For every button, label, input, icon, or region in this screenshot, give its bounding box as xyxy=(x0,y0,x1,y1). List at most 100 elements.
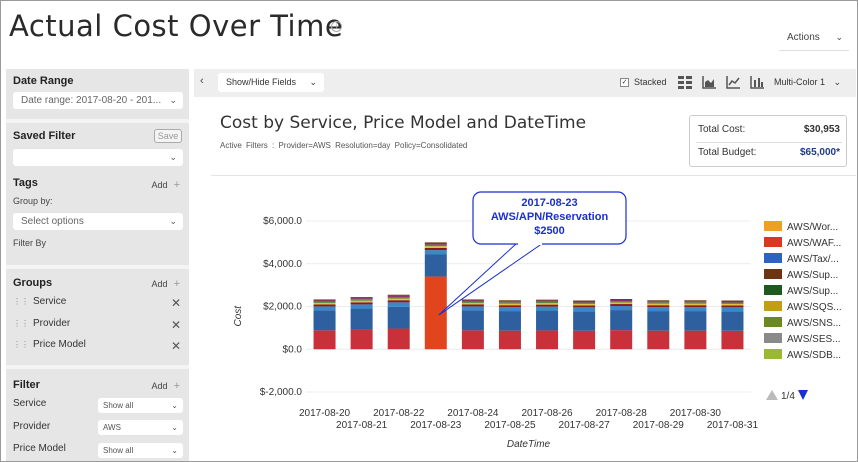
bar-segment[interactable] xyxy=(424,250,447,255)
bar-segment[interactable] xyxy=(536,300,559,302)
bar-segment[interactable] xyxy=(536,299,559,301)
drag-handle-icon[interactable]: ⋮⋮ xyxy=(13,297,29,306)
bar-segment[interactable] xyxy=(350,299,373,301)
legend-label[interactable]: AWS/Wor... xyxy=(787,222,838,233)
legend-next-icon[interactable] xyxy=(798,390,808,400)
bar-segment[interactable] xyxy=(350,302,373,305)
bar-segment[interactable] xyxy=(461,304,484,307)
close-icon[interactable]: ✕ xyxy=(170,339,181,353)
bar-segment[interactable] xyxy=(647,301,670,303)
bar-segment[interactable] xyxy=(721,301,744,303)
close-icon[interactable]: ✕ xyxy=(170,318,181,332)
bar-segment[interactable] xyxy=(573,307,596,312)
bar-segment[interactable] xyxy=(721,307,744,312)
bar-segment[interactable] xyxy=(647,300,670,302)
bar-segment[interactable] xyxy=(461,310,484,331)
bar-segment[interactable] xyxy=(610,330,633,350)
bar-segment[interactable] xyxy=(424,243,447,245)
bar-segment[interactable] xyxy=(498,307,521,312)
bar-segment[interactable] xyxy=(350,304,373,309)
bar-segment[interactable] xyxy=(536,310,559,331)
filter-provider-select[interactable]: AWS ⌄ xyxy=(98,420,183,435)
bar-segment[interactable] xyxy=(313,306,336,311)
area-chart-icon[interactable] xyxy=(702,76,716,89)
bar-segment[interactable] xyxy=(313,300,336,302)
legend-label[interactable]: AWS/SDB... xyxy=(787,350,841,361)
bar-segment[interactable] xyxy=(313,301,336,303)
bar-segment[interactable] xyxy=(387,328,410,350)
bar-segment[interactable] xyxy=(647,303,670,306)
bar-segment[interactable] xyxy=(350,329,373,350)
bar-segment[interactable] xyxy=(498,305,521,308)
bar-segment[interactable] xyxy=(610,302,633,305)
bar-segment[interactable] xyxy=(387,298,410,301)
bar-segment[interactable] xyxy=(610,304,633,307)
legend-label[interactable]: AWS/SES... xyxy=(787,334,841,345)
bar-segment[interactable] xyxy=(573,302,596,304)
bar-segment[interactable] xyxy=(498,303,521,306)
bar-segment[interactable] xyxy=(647,302,670,304)
bar-segment[interactable] xyxy=(536,303,559,305)
bar-segment[interactable] xyxy=(684,302,707,304)
bar-segment[interactable] xyxy=(684,301,707,303)
stacked-checkbox[interactable]: ✓ xyxy=(620,77,629,87)
bar-segment[interactable] xyxy=(536,306,559,311)
table-view-icon[interactable] xyxy=(678,76,692,89)
bar-segment[interactable] xyxy=(573,301,596,303)
bar-segment[interactable] xyxy=(498,330,521,350)
bar-segment[interactable] xyxy=(536,304,559,307)
bar-segment[interactable] xyxy=(536,301,559,304)
bar-segment[interactable] xyxy=(684,330,707,350)
show-hide-fields-dropdown[interactable]: Show/Hide Fields ⌄ xyxy=(218,73,324,92)
bar-segment[interactable] xyxy=(536,330,559,350)
bar-segment[interactable] xyxy=(721,300,744,302)
bar-segment[interactable] xyxy=(684,303,707,306)
bar-segment[interactable] xyxy=(573,311,596,331)
bar-segment[interactable] xyxy=(387,296,410,299)
info-icon[interactable]: i xyxy=(331,21,342,32)
tags-group-select[interactable]: Select options ⌄ xyxy=(13,213,183,230)
bar-segment[interactable] xyxy=(424,247,447,251)
bar-segment[interactable] xyxy=(610,301,633,303)
bar-segment[interactable] xyxy=(424,254,447,277)
legend-label[interactable]: AWS/Tax/... xyxy=(787,254,839,265)
group-item-price-model[interactable]: ⋮⋮ Price Model ✕ xyxy=(13,339,183,355)
line-chart-icon[interactable] xyxy=(726,76,740,89)
bar-segment[interactable] xyxy=(647,330,670,350)
bar-segment[interactable] xyxy=(498,301,521,303)
bar-segment[interactable] xyxy=(461,330,484,350)
bar-segment[interactable] xyxy=(461,301,484,303)
bar-segment[interactable] xyxy=(313,299,336,301)
bar-segment[interactable] xyxy=(610,300,633,302)
bar-segment[interactable] xyxy=(647,311,670,331)
bar-segment[interactable] xyxy=(387,295,410,297)
bar-segment[interactable] xyxy=(684,305,707,308)
bar-segment[interactable] xyxy=(610,306,633,311)
bar-segment[interactable] xyxy=(721,305,744,308)
save-filter-button[interactable]: Save xyxy=(154,129,182,143)
filter-add-button[interactable]: Add + xyxy=(152,380,180,392)
date-range-select[interactable]: Date range: 2017-08-20 - 201... ⌄ xyxy=(13,92,183,109)
drag-handle-icon[interactable]: ⋮⋮ xyxy=(13,340,29,349)
bar-segment[interactable] xyxy=(721,302,744,304)
bar-segment[interactable] xyxy=(424,246,447,248)
bar-segment[interactable] xyxy=(350,298,373,300)
bar-segment[interactable] xyxy=(461,302,484,305)
bar-segment[interactable] xyxy=(387,300,410,303)
bar-segment[interactable] xyxy=(647,305,670,308)
bar-segment[interactable] xyxy=(684,311,707,331)
drag-handle-icon[interactable]: ⋮⋮ xyxy=(13,319,29,328)
bar-segment[interactable] xyxy=(424,242,447,244)
legend-label[interactable]: AWS/Sup... xyxy=(787,286,838,297)
bar-chart-icon[interactable] xyxy=(750,76,764,89)
tags-add-button[interactable]: Add + xyxy=(152,179,180,191)
bar-segment[interactable] xyxy=(387,294,410,296)
bar-segment[interactable] xyxy=(424,244,447,247)
bar-segment[interactable] xyxy=(313,310,336,331)
bar-segment[interactable] xyxy=(498,302,521,304)
legend-label[interactable]: AWS/Sup... xyxy=(787,270,838,281)
legend-prev-icon[interactable] xyxy=(766,390,778,400)
bar-segment[interactable] xyxy=(573,303,596,306)
bar-segment[interactable] xyxy=(461,299,484,301)
bar-segment[interactable] xyxy=(313,302,336,305)
